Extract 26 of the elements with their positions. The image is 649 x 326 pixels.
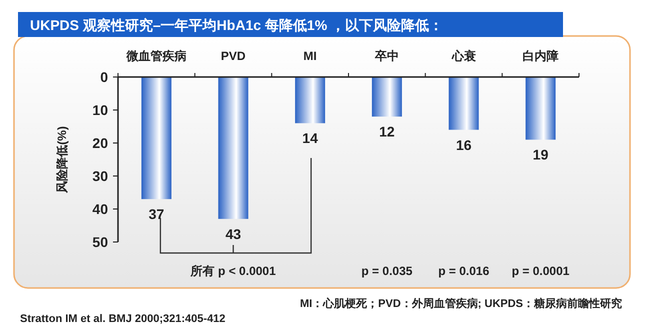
x-tick-label: 微血管疾病 [125, 49, 186, 63]
y-axis-title: 风险降低(%) [55, 126, 69, 194]
text: p = 0.035 [361, 264, 413, 278]
x-tick-label: 心衰 [450, 49, 476, 63]
y-tick-label: 30 [92, 168, 108, 184]
data-label: 16 [456, 136, 472, 153]
y-tick-label: 10 [92, 102, 108, 118]
data-label: 37 [148, 206, 164, 222]
text: MI：心肌梗死；PVD：外周血管疾病; UKPDS：糖尿病前瞻性研究 [300, 297, 622, 310]
text: 所有 p < 0.0001 [190, 264, 276, 278]
y-tick-label: 20 [92, 135, 108, 151]
x-tick-label: 白内障 [522, 49, 559, 63]
x-tick-label: 卒中 [374, 49, 399, 63]
text: Stratton IM et al. BMJ 2000;321:405-412 [20, 313, 226, 325]
data-label: 14 [302, 130, 318, 146]
y-tick-label: 40 [92, 201, 108, 217]
x-tick-label: PVD [220, 49, 246, 63]
text: p = 0.0001 [512, 264, 570, 278]
data-label: 12 [379, 124, 395, 140]
data-label: 19 [532, 146, 549, 163]
data-label: 43 [225, 226, 242, 242]
y-tick-label: 50 [92, 234, 108, 250]
y-tick-label: 0 [100, 69, 108, 85]
chart-title: UKPDS 观察性研究–一年平均HbA1c 每降低1% ，以下风险降低： [30, 17, 444, 33]
x-tick-label: MI [303, 49, 317, 63]
text: p = 0.016 [438, 264, 490, 278]
